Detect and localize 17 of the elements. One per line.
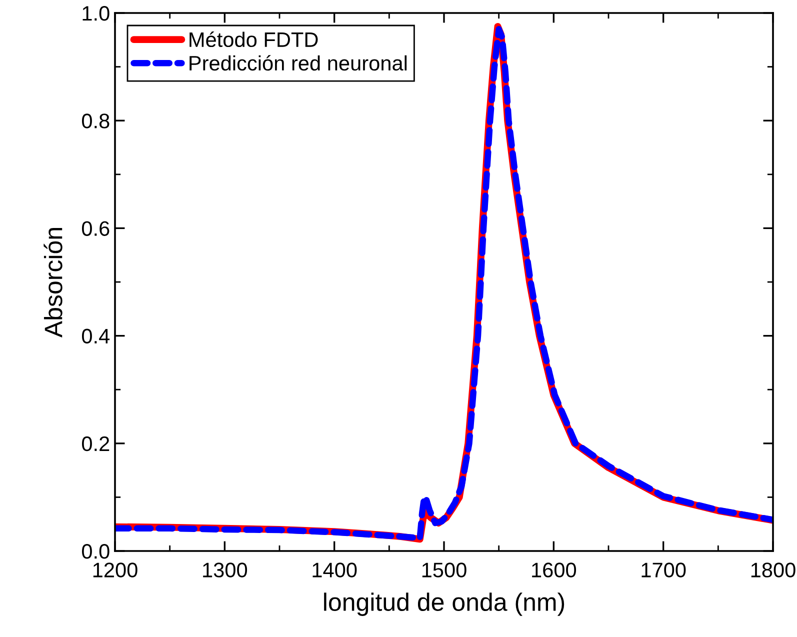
x-tick-label: 1400 bbox=[312, 562, 357, 578]
x-tick-label: 1500 bbox=[422, 562, 466, 578]
y-tick-label: 0.6 bbox=[82, 221, 110, 236]
x-tick-label: 1700 bbox=[642, 562, 686, 578]
y-tick-label: 1.0 bbox=[82, 6, 110, 21]
y-tick-label: 0.2 bbox=[82, 436, 110, 452]
x-tick-label: 1200 bbox=[93, 562, 138, 578]
x-tick-label: 1800 bbox=[751, 562, 796, 578]
x-tick-label: 1600 bbox=[532, 562, 576, 578]
x-tick-label: 1300 bbox=[203, 562, 248, 578]
x-axis-title: longitud de onda (nm) bbox=[324, 592, 564, 616]
y-tick-label: 0.8 bbox=[82, 114, 110, 128]
legend-label: Método FDTD bbox=[190, 32, 318, 48]
y-axis-title: Absorción bbox=[44, 228, 62, 338]
legend-label: Predicción red neuronal bbox=[190, 55, 407, 71]
y-tick-label: 0.4 bbox=[82, 328, 110, 344]
y-tick-label: 0.0 bbox=[82, 544, 110, 559]
